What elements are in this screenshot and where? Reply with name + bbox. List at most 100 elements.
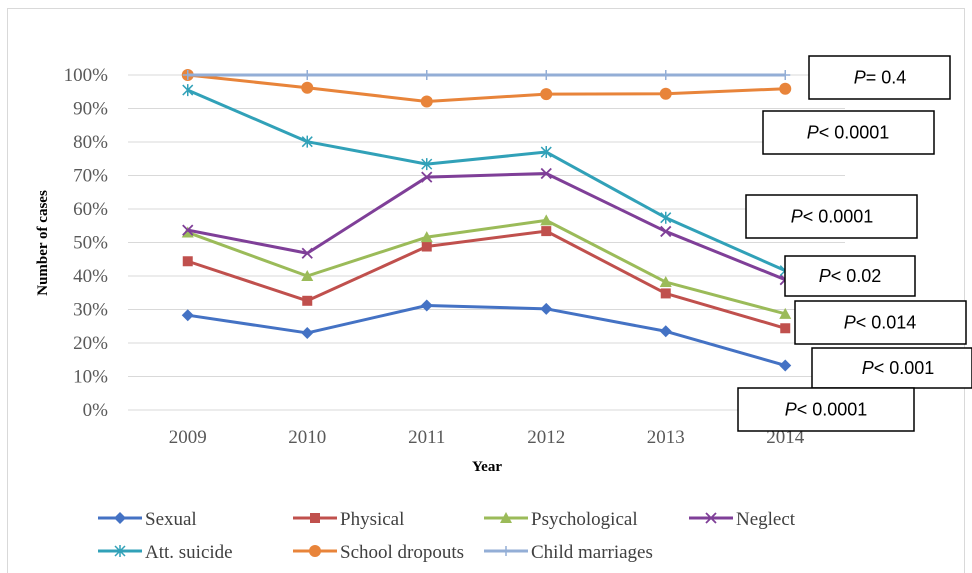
data-point bbox=[420, 299, 433, 312]
legend-item: Att. suicide bbox=[98, 542, 233, 563]
legend: Sexual Physical Psychological Neglect Att. s… bbox=[98, 509, 796, 563]
series-line bbox=[187, 218, 786, 316]
series-physical bbox=[182, 226, 791, 334]
p-value-label: P< 0.0001 bbox=[791, 207, 874, 227]
p-value-label: P< 0.014 bbox=[844, 313, 917, 333]
p-value-box: P< 0.02 bbox=[784, 255, 916, 297]
legend-item: Sexual bbox=[98, 509, 197, 530]
x-tick-label: 2012 bbox=[527, 427, 565, 448]
series-neglect bbox=[182, 167, 791, 286]
x-tick-label: 2011 bbox=[408, 427, 445, 448]
data-point bbox=[182, 84, 194, 97]
y-tick-label: 70% bbox=[73, 166, 108, 187]
p-value-box: P< 0.0001 bbox=[745, 194, 918, 239]
x-tick-label: 2010 bbox=[288, 427, 326, 448]
y-tick-label: 100% bbox=[64, 65, 109, 86]
data-point bbox=[705, 512, 717, 524]
data-point bbox=[421, 70, 432, 80]
legend-item: Physical bbox=[293, 509, 404, 530]
data-point bbox=[420, 95, 433, 108]
series-line bbox=[187, 88, 786, 273]
data-point bbox=[421, 171, 433, 183]
data-point bbox=[181, 309, 194, 322]
legend-label: Att. suicide bbox=[145, 542, 233, 563]
y-tick-label: 80% bbox=[73, 132, 108, 153]
data-point bbox=[660, 225, 672, 238]
data-point bbox=[301, 326, 314, 339]
x-tick-label: 2013 bbox=[647, 427, 685, 448]
data-point bbox=[659, 276, 672, 288]
data-point bbox=[540, 146, 552, 159]
legend-item: School dropouts bbox=[293, 542, 464, 563]
y-tick-label: 90% bbox=[73, 99, 108, 120]
data-point bbox=[310, 513, 320, 523]
legend-label: Psychological bbox=[531, 509, 638, 530]
data-point bbox=[659, 87, 672, 100]
series-psychological bbox=[181, 214, 792, 319]
data-point bbox=[421, 158, 433, 171]
p-value-box: P< 0.0001 bbox=[762, 110, 935, 155]
data-point bbox=[541, 226, 552, 237]
p-value-box: P< 0.001 bbox=[811, 347, 972, 389]
y-tick-label: 60% bbox=[73, 199, 108, 220]
series-line bbox=[187, 73, 786, 103]
y-tick-label: 20% bbox=[73, 333, 108, 354]
p-value-label: P< 0.0001 bbox=[785, 400, 868, 420]
p-value-label: P< 0.0001 bbox=[807, 123, 890, 143]
p-value-box: P= 0.4 bbox=[808, 55, 951, 100]
data-point bbox=[181, 226, 194, 238]
data-point bbox=[780, 323, 791, 334]
x-tick-label: 2009 bbox=[169, 427, 207, 448]
data-point bbox=[660, 211, 672, 224]
series-sexual bbox=[181, 299, 792, 372]
y-tick-labels: 0% 10% 20% 30% 40% 50% 60% 70% 80% 90% 100% bbox=[64, 65, 109, 421]
series-school-dropouts bbox=[181, 69, 792, 108]
p-value-annotations: P= 0.4 P< 0.0001 P< 0.0001 P< 0.02 P< 0.014 P… bbox=[737, 55, 972, 432]
data-point bbox=[301, 270, 314, 281]
data-point bbox=[302, 70, 313, 80]
series-lines bbox=[181, 69, 792, 372]
legend-label: School dropouts bbox=[340, 542, 464, 563]
data-point bbox=[541, 70, 552, 80]
gridlines bbox=[128, 74, 845, 411]
y-axis-title: Number of cases bbox=[35, 190, 51, 296]
p-value-label: P< 0.001 bbox=[862, 358, 935, 378]
y-tick-label: 40% bbox=[73, 266, 108, 287]
data-point bbox=[540, 214, 553, 226]
data-point bbox=[301, 81, 314, 94]
x-tick-labels: 2009 2010 2011 2012 2013 2014 bbox=[169, 427, 805, 448]
p-value-label: P= 0.4 bbox=[854, 68, 907, 88]
p-value-box: P< 0.014 bbox=[794, 300, 967, 345]
y-tick-label: 10% bbox=[73, 367, 108, 388]
legend-label: Sexual bbox=[145, 509, 197, 530]
data-point bbox=[309, 545, 321, 557]
x-tick-label: 2014 bbox=[766, 427, 805, 448]
series-line bbox=[187, 229, 786, 330]
data-point bbox=[779, 307, 792, 319]
data-point bbox=[500, 512, 512, 523]
legend-item: Psychological bbox=[484, 509, 638, 530]
data-point bbox=[501, 546, 511, 556]
data-point bbox=[301, 135, 313, 148]
data-point bbox=[660, 70, 671, 80]
legend-item: Child marriages bbox=[484, 542, 653, 563]
series-line bbox=[187, 303, 786, 367]
series-line bbox=[187, 171, 786, 282]
data-point bbox=[779, 359, 792, 372]
legend-item: Neglect bbox=[689, 509, 796, 530]
data-point bbox=[182, 70, 193, 80]
data-point bbox=[659, 325, 672, 338]
x-axis-title: Year bbox=[472, 459, 502, 475]
data-point bbox=[114, 512, 126, 524]
data-point bbox=[540, 167, 552, 180]
data-point bbox=[182, 224, 194, 236]
legend-label: Child marriages bbox=[531, 542, 653, 563]
y-tick-label: 0% bbox=[83, 400, 109, 421]
data-point bbox=[302, 295, 313, 306]
p-value-box: P< 0.0001 bbox=[737, 387, 915, 432]
p-value-label: P< 0.02 bbox=[819, 266, 882, 286]
data-point bbox=[182, 256, 193, 267]
data-point bbox=[301, 247, 313, 259]
data-point bbox=[421, 241, 432, 252]
